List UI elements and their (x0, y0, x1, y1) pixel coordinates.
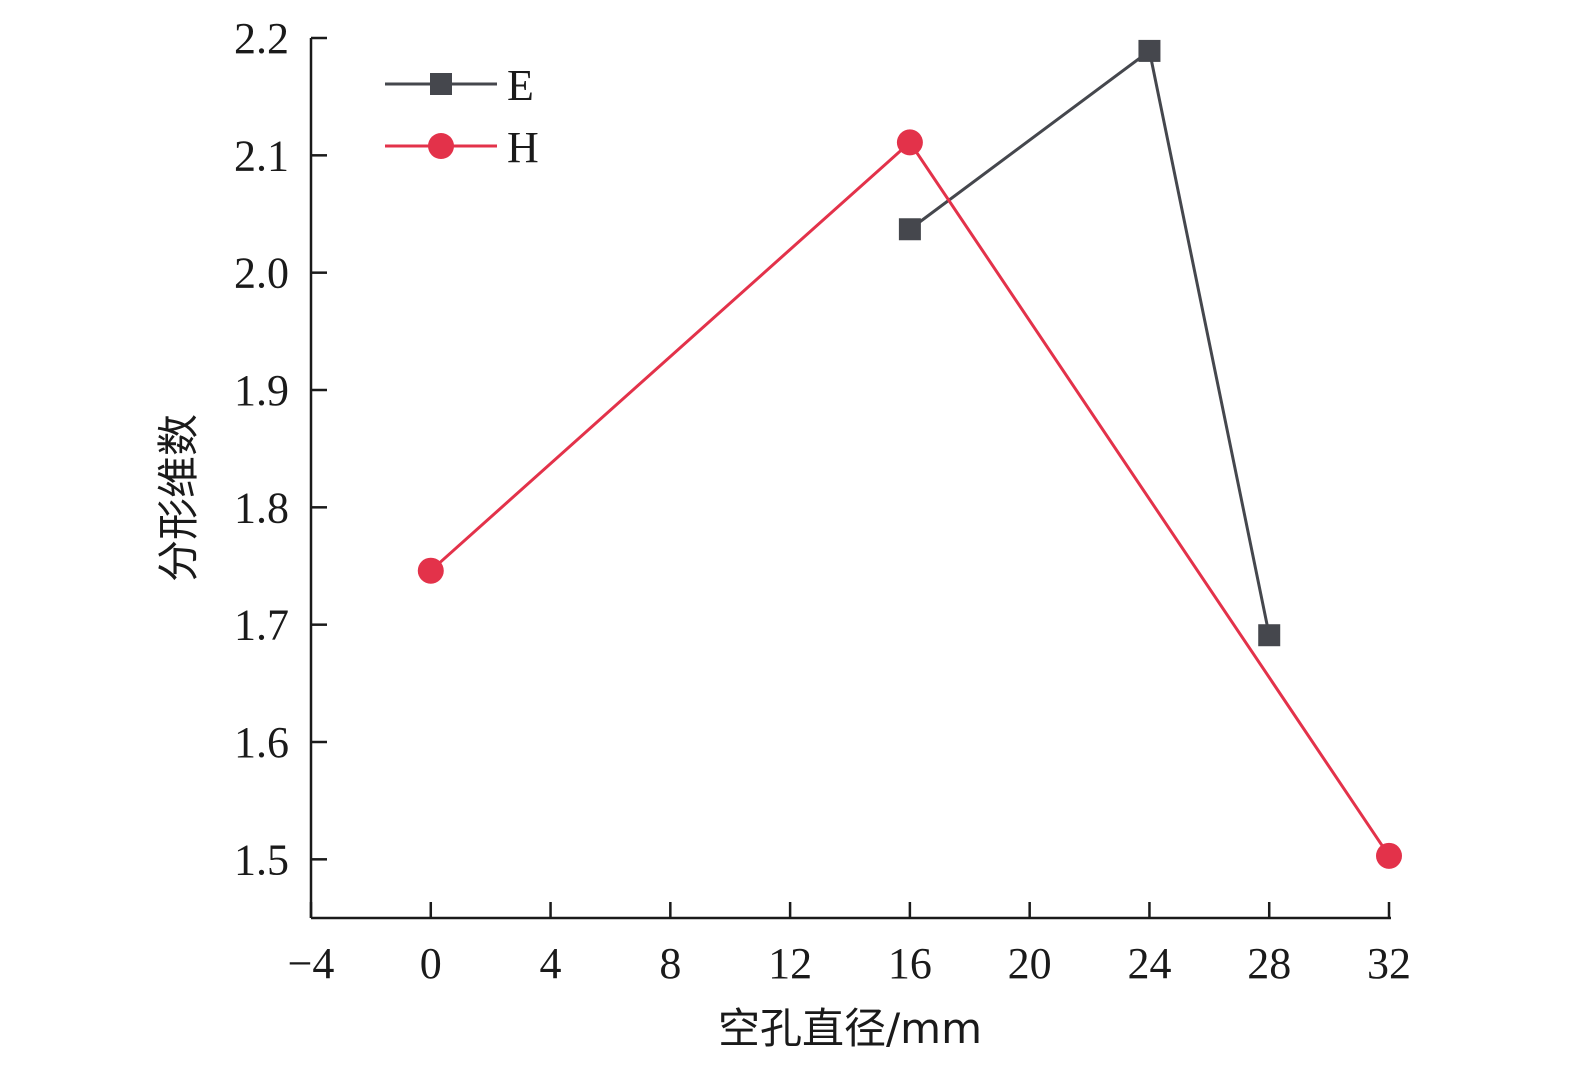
x-tick-label: 20 (1008, 939, 1052, 988)
data-point-E (1138, 39, 1161, 62)
data-point-E (898, 218, 921, 241)
x-tick-label: 12 (768, 939, 812, 988)
x-tick-label: 8 (659, 939, 681, 988)
legend-label: E (507, 61, 534, 110)
y-tick-label: 2.2 (234, 14, 289, 63)
y-tick-label: 2.0 (234, 249, 289, 298)
data-point-H (417, 557, 444, 584)
data-point-E (1258, 624, 1281, 647)
x-tick-label: 4 (540, 939, 562, 988)
legend-marker-circle (428, 133, 454, 159)
y-tick-label: 1.5 (234, 835, 289, 884)
x-tick-label: 28 (1247, 939, 1291, 988)
x-tick-label: 24 (1127, 939, 1171, 988)
y-axis-title: 分形维数 (154, 414, 203, 582)
series-H (417, 129, 1402, 869)
y-tick-label: 1.6 (234, 718, 289, 767)
x-tick-label: 0 (420, 939, 442, 988)
x-tick-label: −4 (288, 939, 335, 988)
axes: 1.5 1.6 1.7 1.8 1.9 2.0 2.1 2.2 −4 0 4 8 12 16 20 24 28 3… (234, 14, 1411, 988)
series-layer (417, 39, 1402, 869)
data-point-H (1376, 842, 1402, 869)
legend-label: H (507, 123, 539, 172)
series-E (898, 39, 1281, 647)
legend-item-H: H (385, 123, 539, 172)
series-line-H (429, 140, 1391, 857)
legend: EH (385, 61, 539, 172)
legend-item-E: E (385, 61, 534, 110)
data-point-H (896, 129, 923, 156)
x-tick-label: 32 (1367, 939, 1411, 988)
y-tick-label: 1.9 (234, 366, 289, 415)
y-tick-label: 1.7 (234, 601, 289, 650)
y-tick-label: 1.8 (234, 483, 289, 532)
x-axis-title: 空孔直径/mm (718, 1004, 982, 1053)
legend-marker-square (430, 73, 452, 95)
y-tick-label: 2.1 (234, 131, 289, 180)
x-tick-label: 16 (888, 939, 932, 988)
series-line-E (908, 48, 1271, 636)
